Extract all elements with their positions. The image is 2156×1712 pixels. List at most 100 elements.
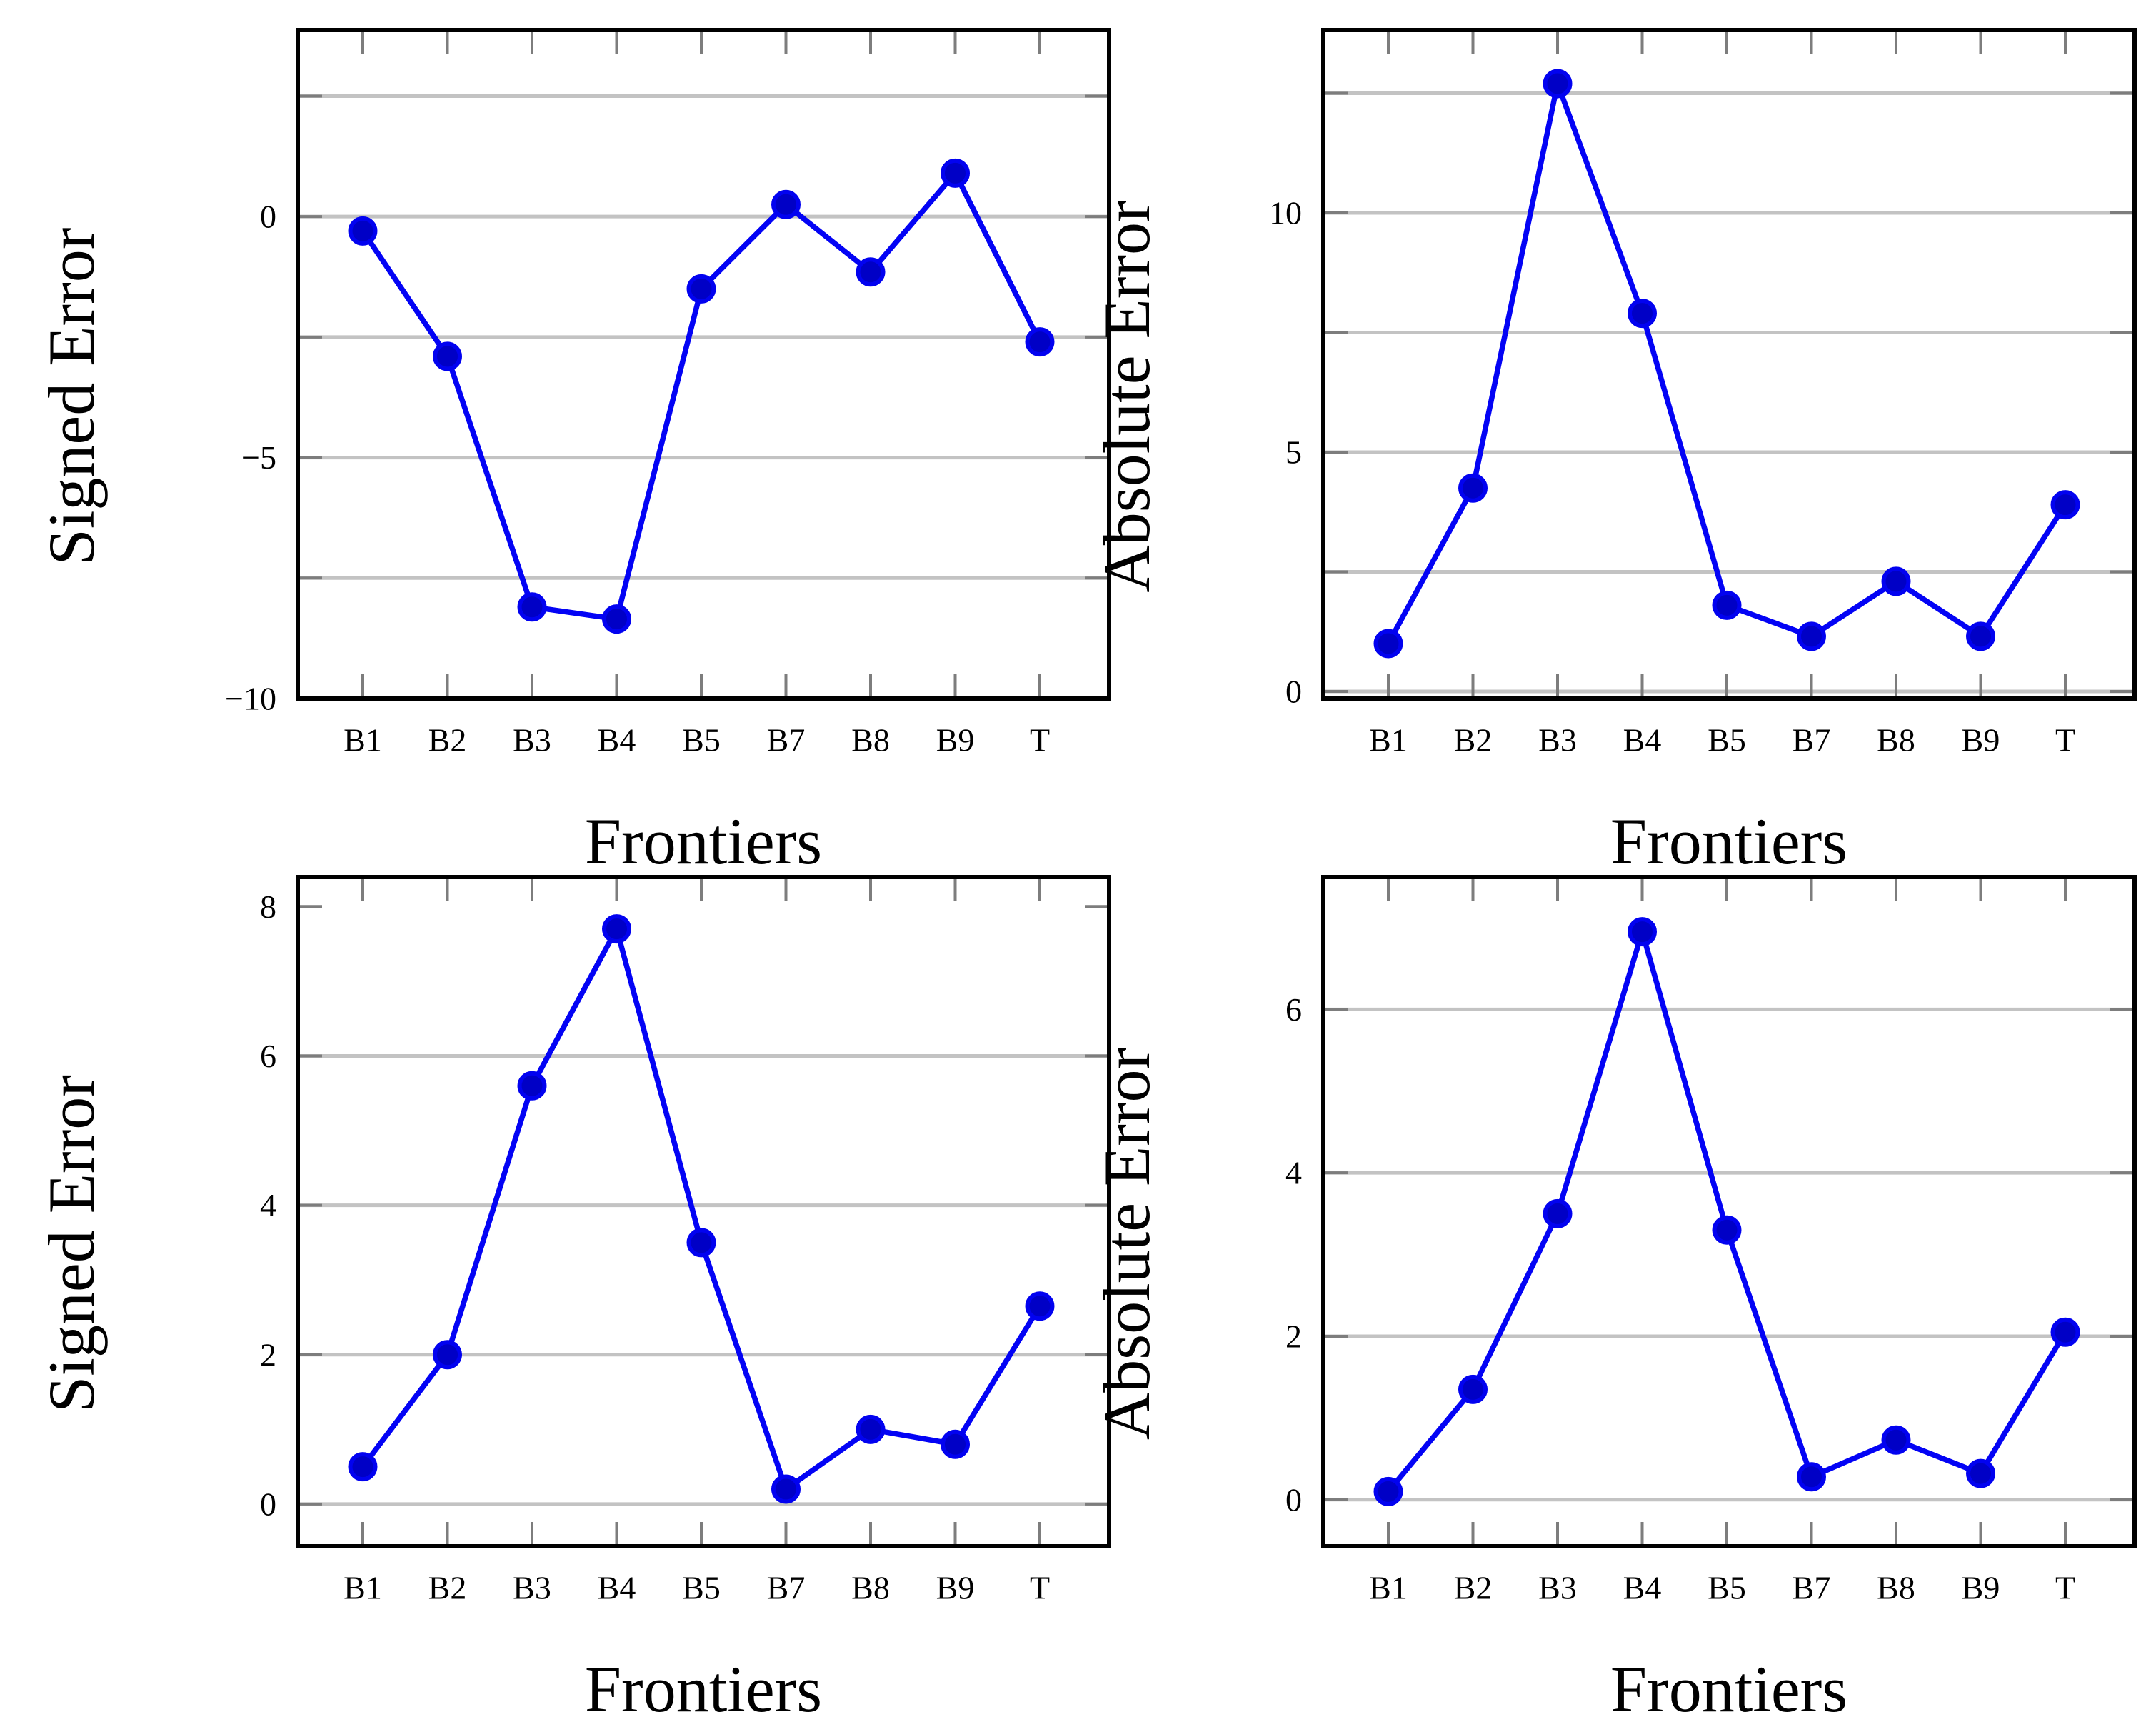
data-point-T: [1025, 327, 1055, 357]
ytick-label-6: 6: [260, 1038, 276, 1074]
data-point-B4: [1628, 299, 1657, 329]
ytick-label-0: 0: [260, 199, 276, 235]
chart-signed-error-top: 0 −5 −10 B1 B2 B3 B4 B5 B7 B8 B9 T Frontiers Signed E…: [35, 28, 1111, 878]
xtick-label-B2: B2: [1454, 1570, 1493, 1606]
xtick-label-B1: B1: [344, 1570, 382, 1606]
xtick-label-B3: B3: [513, 722, 551, 759]
chart-absolute-error-top: 10 5 0 B1 B2 B3 B4 B5 B7 B8 B9 T Frontiers Absolute E…: [1090, 28, 2137, 878]
y-axis-label: Absolute Error: [1090, 200, 1163, 592]
ytick-label-0: 0: [260, 1486, 276, 1522]
data-point-B4: [602, 914, 631, 944]
x-axis-label: Frontiers: [1610, 1653, 1847, 1712]
data-point-T: [2050, 490, 2080, 520]
ytick-label-6: 6: [1285, 991, 1302, 1028]
xtick-label-B9: B9: [1962, 1570, 2000, 1606]
y-axis-label: Signed Error: [35, 228, 108, 566]
data-point-B2: [433, 1340, 462, 1370]
x-axis-label: Frontiers: [585, 805, 822, 878]
data-line: [1385, 928, 2068, 1495]
data-point-B1: [348, 216, 378, 246]
data-point-B2: [1458, 473, 1488, 503]
chart-absolute-error-bottom: 6 4 2 0 B1 B2 B3 B4 B5 B7 B8 B9 T Frontiers Absolute E…: [1090, 875, 2137, 1712]
data-point-B1: [1373, 629, 1403, 659]
ytick-label-4: 4: [1285, 1155, 1302, 1191]
ytick-label-10: 10: [1269, 194, 1302, 231]
xtick-label-B8: B8: [851, 722, 890, 759]
plot-frame: [1321, 875, 2137, 1548]
data-point-B9: [1966, 621, 1995, 651]
data-point-B7: [1797, 621, 1826, 651]
ytick-label-0: 0: [1285, 673, 1302, 709]
xtick-label-B7: B7: [767, 722, 806, 759]
xtick-label-B7: B7: [767, 1570, 806, 1606]
data-point-B3: [1543, 1198, 1573, 1228]
xtick-label-B8: B8: [1877, 722, 1915, 759]
data-point-B4: [602, 604, 631, 634]
plot-frame: [296, 28, 1111, 701]
data-point-B2: [433, 341, 462, 371]
data-point-B8: [1881, 566, 1911, 596]
xtick-label-B7: B7: [1793, 1570, 1831, 1606]
x-axis-label: Frontiers: [585, 1653, 822, 1712]
data-point-B8: [1881, 1425, 1911, 1455]
xtick-label-B1: B1: [1369, 722, 1408, 759]
xtick-label-B3: B3: [1538, 1570, 1577, 1606]
xtick-label-B2: B2: [428, 1570, 467, 1606]
ytick-label-4: 4: [260, 1187, 276, 1223]
xtick-label-T: T: [2055, 1570, 2075, 1606]
xtick-label-B5: B5: [1708, 1570, 1746, 1606]
xtick-label-B7: B7: [1793, 722, 1831, 759]
xtick-label-T: T: [1030, 722, 1050, 759]
data-line: [360, 170, 1043, 622]
xtick-label-B2: B2: [428, 722, 467, 759]
data-point-B7: [1797, 1462, 1826, 1492]
data-point-B1: [348, 1452, 378, 1482]
xtick-label-B9: B9: [1962, 722, 2000, 759]
data-point-B3: [517, 1071, 547, 1101]
data-point-B3: [1543, 69, 1573, 99]
data-point-B8: [856, 257, 886, 287]
ytick-label-8: 8: [260, 888, 276, 925]
xtick-label-B3: B3: [1538, 722, 1577, 759]
ytick-label-−5: −5: [241, 439, 276, 476]
y-axis-label: Signed Error: [35, 1075, 108, 1413]
xtick-label-B9: B9: [936, 1570, 975, 1606]
xtick-label-T: T: [1030, 1570, 1050, 1606]
xtick-label-T: T: [2055, 722, 2075, 759]
ytick-label-5: 5: [1285, 434, 1302, 470]
data-point-B8: [856, 1414, 886, 1444]
data-point-T: [1025, 1291, 1055, 1321]
xtick-label-B9: B9: [936, 722, 975, 759]
ytick-label-2: 2: [1285, 1318, 1302, 1354]
data-point-B9: [941, 1429, 970, 1459]
xtick-label-B5: B5: [682, 722, 721, 759]
xtick-label-B2: B2: [1454, 722, 1493, 759]
plot-frame: [296, 875, 1111, 1548]
data-point-B5: [1712, 1215, 1742, 1245]
xtick-label-B4: B4: [1623, 722, 1662, 759]
xtick-label-B4: B4: [598, 1570, 636, 1606]
data-line: [360, 926, 1043, 1492]
xtick-label-B4: B4: [1623, 1570, 1662, 1606]
data-line: [1385, 81, 2068, 646]
ytick-label-0: 0: [1285, 1481, 1302, 1518]
xtick-label-B8: B8: [851, 1570, 890, 1606]
ytick-label-−10: −10: [225, 681, 276, 717]
ytick-label-2: 2: [260, 1336, 276, 1373]
xtick-label-B4: B4: [598, 722, 636, 759]
xtick-label-B1: B1: [344, 722, 382, 759]
data-point-B5: [686, 274, 716, 304]
chart-signed-error-bottom: 8 6 4 2 0 B1 B2 B3 B4 B5 B7 B8 B9 T Frontiers Signed Er…: [35, 875, 1111, 1712]
xtick-label-B8: B8: [1877, 1570, 1915, 1606]
data-point-B1: [1373, 1476, 1403, 1506]
xtick-label-B1: B1: [1369, 1570, 1408, 1606]
data-point-B9: [1966, 1458, 1995, 1488]
data-point-B5: [686, 1228, 716, 1258]
y-axis-label: Absolute Error: [1090, 1048, 1163, 1440]
xtick-label-B3: B3: [513, 1570, 551, 1606]
data-point-B7: [771, 1474, 801, 1504]
data-point-B4: [1628, 917, 1657, 947]
xtick-label-B5: B5: [682, 1570, 721, 1606]
